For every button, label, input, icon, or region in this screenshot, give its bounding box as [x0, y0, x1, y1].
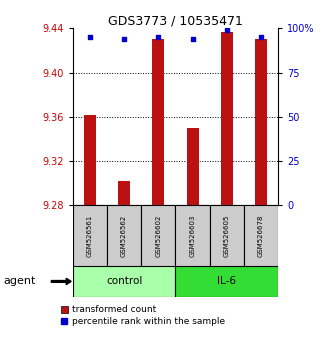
Text: GSM526603: GSM526603	[190, 214, 196, 257]
Point	[156, 34, 161, 40]
Bar	[141, 205, 175, 266]
Title: GDS3773 / 10535471: GDS3773 / 10535471	[108, 14, 243, 27]
Point	[258, 34, 263, 40]
Bar	[187, 128, 199, 205]
Bar	[175, 266, 278, 297]
Point	[121, 36, 127, 42]
Text: GSM526605: GSM526605	[224, 214, 230, 257]
Bar	[210, 205, 244, 266]
Text: agent: agent	[3, 276, 36, 286]
Legend: transformed count, percentile rank within the sample: transformed count, percentile rank withi…	[61, 306, 225, 326]
Point	[190, 36, 195, 42]
Bar	[118, 181, 130, 205]
Point	[87, 34, 93, 40]
Text: IL-6: IL-6	[217, 276, 236, 286]
Text: GSM526561: GSM526561	[87, 214, 93, 257]
Text: GSM526602: GSM526602	[155, 214, 161, 257]
Bar	[152, 39, 164, 205]
Bar	[84, 115, 96, 205]
Bar	[244, 205, 278, 266]
Bar	[255, 39, 267, 205]
Bar	[107, 205, 141, 266]
Bar	[73, 266, 175, 297]
Point	[224, 27, 229, 33]
Bar	[221, 32, 233, 205]
Text: GSM526678: GSM526678	[258, 214, 264, 257]
Bar	[175, 205, 210, 266]
Bar	[73, 205, 107, 266]
Text: control: control	[106, 276, 142, 286]
Text: GSM526562: GSM526562	[121, 214, 127, 257]
